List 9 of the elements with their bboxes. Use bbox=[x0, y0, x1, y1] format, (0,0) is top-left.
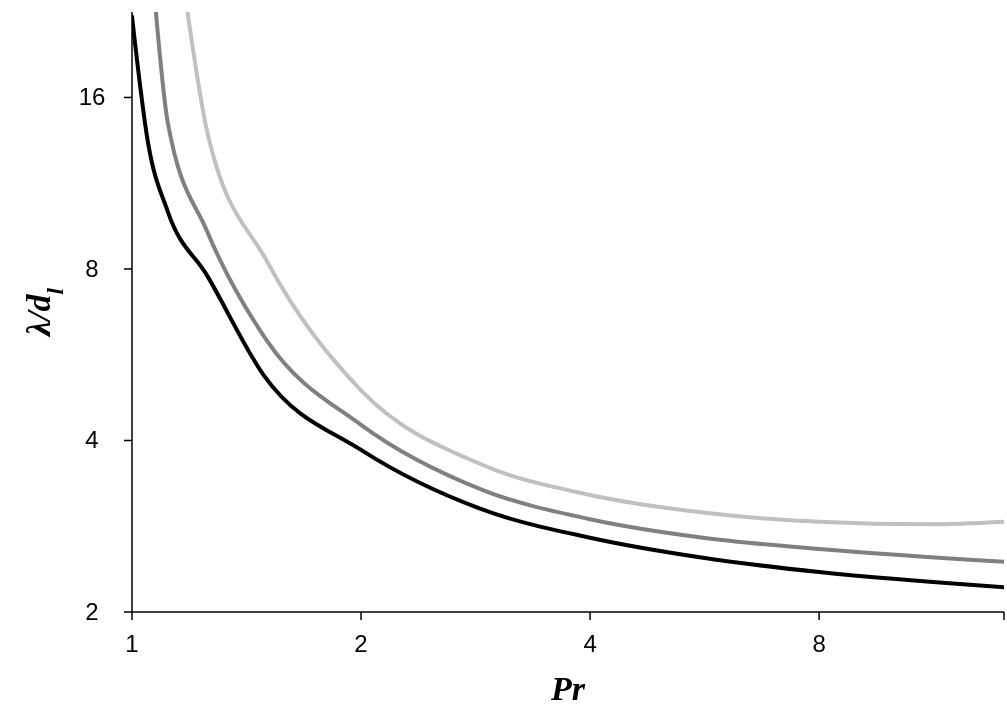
x-axis-title: Pr bbox=[550, 670, 586, 707]
y-tick-label: 4 bbox=[85, 426, 99, 454]
y-tick-label: 16 bbox=[78, 83, 106, 111]
y-tick-label: 8 bbox=[85, 254, 99, 282]
x-tick-label: 2 bbox=[354, 630, 368, 657]
y-tick-label: 2 bbox=[85, 598, 99, 625]
x-tick-label: 1 bbox=[125, 630, 139, 657]
x-tick-label: 8 bbox=[812, 630, 826, 657]
x-tick-label: 4 bbox=[583, 630, 597, 657]
